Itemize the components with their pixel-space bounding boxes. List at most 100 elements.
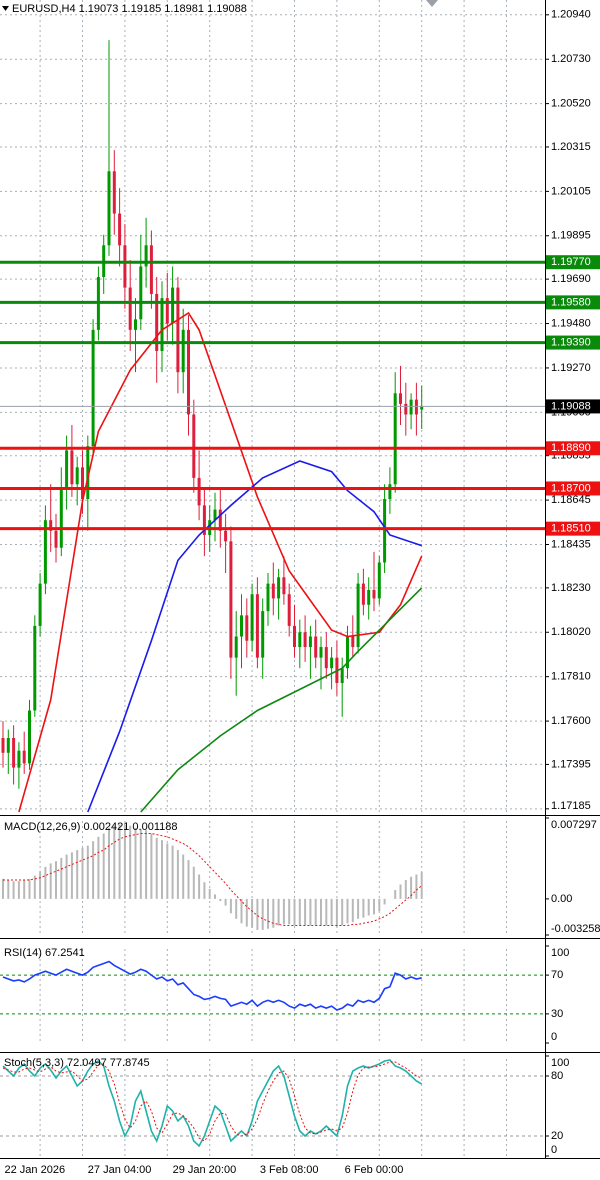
candle-body	[393, 393, 397, 485]
candle-body	[28, 710, 31, 764]
macd-bar	[404, 880, 407, 899]
macd-bar	[362, 898, 365, 918]
macd-bar	[399, 884, 402, 899]
macd-bar	[161, 840, 163, 899]
macd-bar	[166, 843, 169, 899]
y-tick-label: 0.00	[551, 893, 572, 905]
y-tick-label: 70	[551, 969, 563, 981]
indicator-line	[87, 460, 422, 813]
candle-body	[404, 403, 408, 415]
macd-bar	[341, 898, 344, 926]
candle-body	[12, 737, 16, 768]
candle-body	[181, 329, 185, 373]
y-tick-label: 1.19690	[551, 273, 591, 285]
candle-body	[420, 406, 424, 410]
y-tick-label: 1.20520	[551, 98, 591, 110]
indicator-line	[140, 587, 423, 813]
macd-bar	[76, 850, 79, 899]
macd-bar	[277, 898, 280, 926]
level-label-box	[546, 255, 600, 270]
level-label: 1.19390	[551, 336, 591, 348]
candle-body	[234, 636, 238, 658]
candle-body	[388, 484, 392, 500]
macd-bar	[187, 860, 190, 899]
candle-body	[361, 583, 365, 605]
panel-marks	[2, 824, 423, 930]
macd-bar	[293, 898, 296, 926]
candle-body	[367, 589, 371, 605]
candle-body	[229, 541, 233, 658]
macd-bar	[304, 898, 307, 926]
candle-body	[128, 287, 132, 330]
candle-body	[38, 583, 42, 626]
macd-bar	[155, 837, 158, 899]
y-tick-label: 1.20105	[551, 185, 591, 197]
candle-body	[271, 583, 275, 599]
candle-body	[43, 520, 47, 584]
candle-body	[6, 737, 10, 753]
macd-bar	[60, 857, 63, 899]
macd-bar	[17, 881, 20, 899]
macd-bar	[335, 898, 338, 927]
macd-bar	[378, 898, 381, 912]
candle-body	[149, 245, 153, 294]
macd-bar	[394, 890, 397, 899]
candle-body	[81, 467, 84, 500]
level-label: 1.18700	[551, 482, 591, 494]
candle-body	[340, 668, 344, 684]
macd-bar	[235, 898, 238, 919]
panel-labels: 1.17185 1.17395 1.17600 1.17810 1.18020 1.182…	[0, 3, 600, 1176]
candle-body	[293, 625, 296, 648]
level-label: 1.19770	[551, 256, 591, 268]
candle-body	[255, 594, 259, 658]
macd-bar	[261, 898, 264, 930]
candle-body	[319, 647, 323, 658]
candle-body	[245, 615, 249, 641]
macd-bar	[309, 898, 312, 926]
macd-bar	[182, 854, 185, 899]
panel-marks	[1, 40, 424, 813]
candle-body	[213, 509, 217, 521]
candle-body	[356, 583, 360, 648]
shift-marker[interactable]	[426, 0, 438, 7]
candle-body	[308, 636, 312, 648]
candle-body	[49, 520, 53, 531]
candle-body	[330, 657, 334, 669]
y-tick-label: 1.19480	[551, 317, 591, 329]
macd-bar	[245, 898, 248, 927]
macd-bar	[314, 898, 317, 926]
macd-bar	[33, 875, 36, 899]
candle-body	[118, 213, 122, 246]
macd-bar	[420, 872, 423, 899]
macd-bar	[267, 898, 269, 929]
candle-body	[112, 171, 116, 214]
macd-bar	[2, 878, 4, 899]
macd-bar	[367, 898, 370, 916]
macd-bar	[97, 836, 100, 899]
level-label-box	[546, 481, 600, 496]
macd-bar	[198, 874, 201, 899]
candle-body	[59, 488, 63, 548]
x-tick-label: 6 Feb 00:00	[345, 1164, 404, 1176]
panel-labels: -0.003258 0.00 0.007297 MACD(12,26,9) 0.002…	[4, 817, 600, 936]
macd-bar	[150, 833, 153, 899]
macd-bar	[320, 898, 322, 926]
macd-bar	[325, 898, 328, 926]
candle-body	[22, 750, 26, 764]
candle-body	[261, 611, 265, 658]
menu-triangle[interactable]	[2, 6, 9, 11]
y-tick-label: 1.17185	[551, 800, 591, 812]
macd-bar	[176, 850, 179, 899]
macd-bar	[123, 824, 126, 899]
candle-body	[192, 414, 196, 478]
last-price-box	[546, 399, 600, 414]
candle-body	[224, 530, 228, 542]
panel-marks	[2, 960, 422, 1011]
macd-bar	[415, 874, 418, 899]
level-label-box	[546, 441, 600, 456]
macd-bar	[113, 825, 116, 899]
macd-bar	[410, 876, 413, 899]
